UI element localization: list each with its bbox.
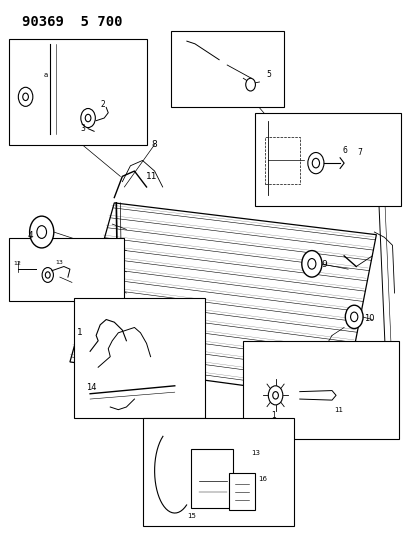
- Circle shape: [268, 386, 282, 405]
- Text: 11: 11: [333, 407, 342, 413]
- Circle shape: [272, 392, 278, 399]
- Text: a: a: [44, 72, 48, 78]
- Text: 3: 3: [81, 124, 85, 133]
- Bar: [243, 341, 398, 439]
- Text: 12: 12: [13, 261, 21, 266]
- Bar: [171, 30, 283, 108]
- Bar: [265, 136, 299, 184]
- Text: 14: 14: [86, 383, 96, 392]
- Circle shape: [42, 268, 53, 282]
- Bar: [190, 449, 232, 508]
- Text: 8: 8: [151, 140, 157, 149]
- Text: 9: 9: [321, 260, 326, 269]
- Text: 13: 13: [55, 260, 64, 265]
- Circle shape: [37, 225, 47, 238]
- Circle shape: [307, 152, 323, 174]
- Text: 2: 2: [101, 100, 105, 109]
- Text: 13: 13: [251, 450, 260, 456]
- Bar: [74, 298, 205, 418]
- Text: 15: 15: [186, 513, 195, 519]
- Text: 90369  5 700: 90369 5 700: [21, 14, 122, 29]
- Text: 11: 11: [146, 172, 157, 181]
- Bar: [9, 38, 146, 144]
- Circle shape: [350, 312, 357, 321]
- Bar: [255, 113, 400, 206]
- Circle shape: [307, 259, 315, 269]
- Circle shape: [85, 114, 91, 122]
- Circle shape: [311, 158, 319, 168]
- Text: 4: 4: [28, 231, 34, 240]
- Circle shape: [245, 78, 255, 91]
- Circle shape: [45, 272, 50, 278]
- Bar: [142, 418, 293, 526]
- Circle shape: [81, 109, 95, 127]
- Circle shape: [345, 305, 362, 328]
- Text: 7: 7: [356, 148, 361, 157]
- Text: 1: 1: [271, 410, 276, 419]
- Circle shape: [301, 251, 321, 277]
- Circle shape: [23, 93, 28, 101]
- Text: 6: 6: [341, 146, 346, 155]
- Bar: [229, 473, 255, 511]
- Bar: [9, 238, 124, 301]
- Circle shape: [30, 216, 54, 248]
- Text: 10: 10: [363, 313, 374, 322]
- Text: 16: 16: [258, 477, 267, 482]
- Text: 1: 1: [77, 328, 83, 337]
- Circle shape: [18, 87, 33, 107]
- Text: 5: 5: [266, 70, 271, 79]
